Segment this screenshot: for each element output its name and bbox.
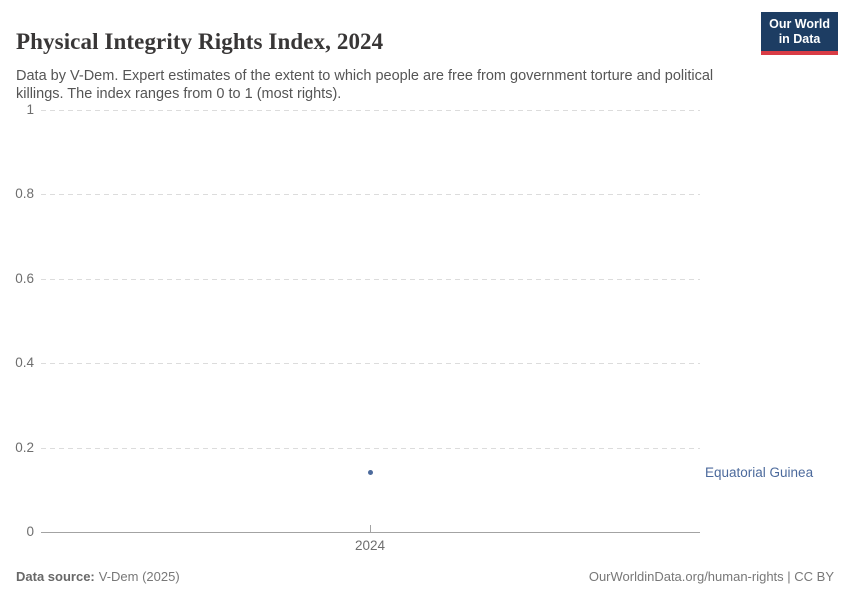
data-source-label: Data source: [16,569,95,584]
entity-label[interactable]: Equatorial Guinea [705,464,814,480]
owid-logo-line1: Our World [769,17,830,31]
y-axis-tick-label: 0 [26,524,34,539]
data-point[interactable] [367,470,373,476]
gridline [41,447,700,449]
gridline [41,194,700,196]
attribution-link[interactable]: OurWorldinData.org/human-rights | CC BY [588,569,834,584]
gridline [41,110,700,111]
x-axis-tick-mark [369,525,371,532]
chart-title: Physical Integrity Rights Index, 2024 [16,29,384,55]
owid-logo-line2: in Data [778,32,821,46]
x-axis-tick-label: 2024 [354,538,386,553]
chart-subtitle: Data by V-Dem. Expert estimates of the e… [16,67,714,103]
gridline [41,363,700,365]
y-axis-tick-label: 0.8 [15,186,34,202]
x-axis-line [41,532,700,533]
data-source-note: Data source: V-Dem (2025) [16,569,180,584]
owid-logo[interactable]: Our World in Data [761,12,838,55]
y-axis-tick-label: 0.4 [15,355,34,371]
gridline [41,278,700,280]
y-axis-tick-label: 0.2 [15,439,34,455]
data-source-value: V-Dem (2025) [98,569,180,584]
y-axis-tick-label: 1 [26,102,34,117]
y-axis-tick-label: 0.6 [15,270,34,286]
